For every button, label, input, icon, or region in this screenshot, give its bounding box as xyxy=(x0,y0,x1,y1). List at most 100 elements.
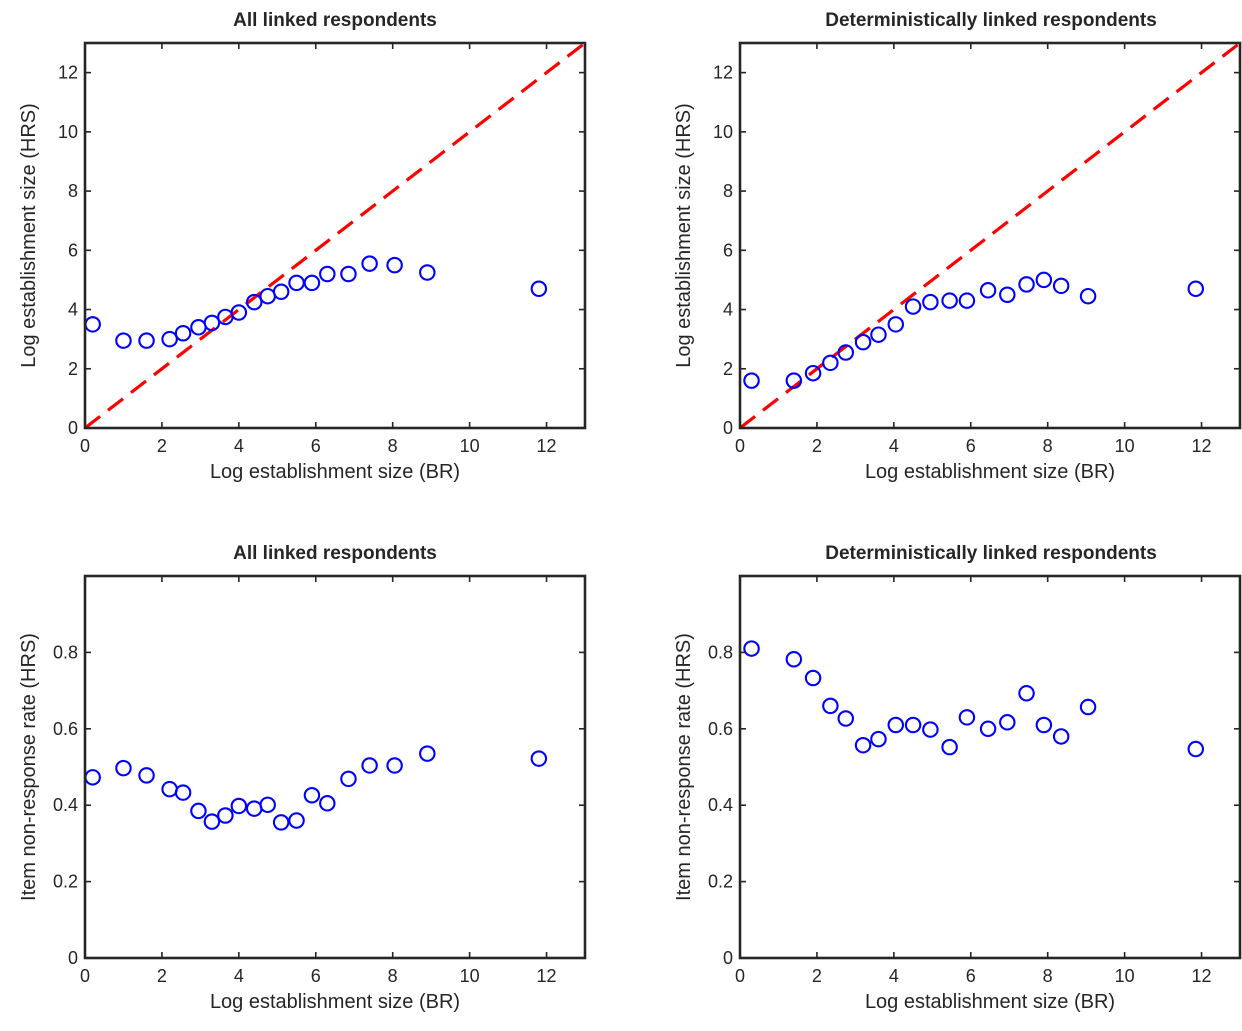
data-point xyxy=(1187,740,1205,758)
x-tick-label: 8 xyxy=(1043,966,1053,986)
x-tick-label: 10 xyxy=(1115,966,1135,986)
data-point xyxy=(340,770,357,788)
data-point xyxy=(854,333,872,351)
panel-top-left: All linked respondents xyxy=(233,10,437,31)
x-tick-label: 12 xyxy=(1192,966,1212,986)
y-tick-label: 12 xyxy=(713,63,733,83)
data-point xyxy=(115,759,132,777)
y-tick-label: 0 xyxy=(723,948,733,968)
y-tick-label: 8 xyxy=(723,181,733,201)
data-point xyxy=(174,324,192,342)
y-tick-label: 6 xyxy=(723,240,733,260)
data-point xyxy=(138,332,155,349)
y-tick-label: 0.2 xyxy=(53,872,78,892)
axes-box xyxy=(83,41,587,430)
data-point xyxy=(958,709,976,726)
x-tick-label: 8 xyxy=(388,436,398,456)
x-axis-label: Log establishment size (BR) xyxy=(865,461,1115,483)
data-point xyxy=(203,314,221,332)
y-tick-label: 12 xyxy=(58,63,78,83)
data-point xyxy=(785,372,803,389)
data-point xyxy=(190,802,207,820)
y-tick-label: 0 xyxy=(68,418,78,438)
data-point xyxy=(361,255,378,272)
data-point xyxy=(743,640,760,657)
panel-title: All linked respondents xyxy=(233,10,437,31)
plot-area xyxy=(85,576,585,958)
data-point xyxy=(979,720,997,738)
data-point xyxy=(203,813,221,830)
x-tick-label: 10 xyxy=(460,436,480,456)
data-point xyxy=(887,316,905,333)
data-point xyxy=(1018,685,1035,702)
data-point xyxy=(1079,698,1097,716)
y-tick-label: 0.8 xyxy=(53,642,78,662)
data-point xyxy=(904,716,922,734)
data-point xyxy=(999,714,1016,731)
axes-box xyxy=(83,574,587,960)
axes-box xyxy=(738,41,1242,430)
data-point xyxy=(303,274,321,292)
y-tick-label: 4 xyxy=(723,300,733,320)
data-point xyxy=(854,736,872,754)
data-point xyxy=(217,807,234,824)
data-point xyxy=(999,286,1016,303)
data-point xyxy=(958,292,976,309)
panel-bottom-right: Deterministically linked respondents xyxy=(825,543,1157,564)
data-point xyxy=(288,812,305,829)
panel-title: Deterministically linked respondents xyxy=(825,10,1157,31)
data-point xyxy=(743,372,760,389)
data-point xyxy=(230,304,248,321)
x-axis-label: Log establishment size (BR) xyxy=(210,461,460,483)
y-tick-label: 0.6 xyxy=(53,719,78,739)
y-tick-label: 2 xyxy=(68,359,78,379)
data-point xyxy=(386,256,403,274)
data-point xyxy=(530,750,548,767)
y-tick-label: 10 xyxy=(58,122,78,142)
panel-top-right: Deterministically linked respondents xyxy=(825,10,1157,31)
chart-3: 0 2 4 6 8 10 12 0 0.2 0.4 0.6 0.8 Log establishment … xyxy=(18,574,587,1013)
y-axis-label: Log establishment size (HRS) xyxy=(673,103,695,368)
x-axis-label: Log establishment size (BR) xyxy=(210,991,460,1013)
data-point xyxy=(1187,280,1205,298)
x-tick-label: 0 xyxy=(80,966,90,986)
y-tick-label: 8 xyxy=(68,181,78,201)
data-point xyxy=(922,293,939,311)
data-point xyxy=(1052,277,1070,295)
x-tick-label: 8 xyxy=(388,966,398,986)
x-tick-label: 6 xyxy=(311,436,321,456)
x-tick-label: 4 xyxy=(889,966,899,986)
plot-area xyxy=(740,576,1240,958)
panel-bottom-left: All linked respondents xyxy=(233,543,437,564)
data-point xyxy=(870,326,887,343)
chart-4: 0 2 4 6 8 10 12 0 0.2 0.4 0.6 0.8 Log establishment … xyxy=(673,574,1242,1013)
x-tick-label: 12 xyxy=(1192,436,1212,456)
x-tick-label: 6 xyxy=(966,436,976,456)
data-point xyxy=(1052,728,1070,745)
data-point xyxy=(1079,287,1097,305)
data-point xyxy=(804,669,822,687)
data-point xyxy=(1018,276,1035,293)
data-point xyxy=(837,344,855,361)
data-point xyxy=(303,787,321,804)
panel-title: All linked respondents xyxy=(233,543,437,564)
x-tick-label: 6 xyxy=(966,966,976,986)
panel-title: Deterministically linked respondents xyxy=(825,543,1157,564)
data-point xyxy=(887,716,905,734)
x-tick-label: 12 xyxy=(537,966,557,986)
x-tick-label: 4 xyxy=(234,966,244,986)
data-point xyxy=(941,738,958,756)
data-point xyxy=(419,264,436,281)
data-point xyxy=(272,283,290,301)
chart-1: 0 2 4 6 8 10 12 0 2 4 6 8 10 12 Log establishment size… xyxy=(18,41,587,483)
x-tick-label: 10 xyxy=(460,966,480,986)
y-tick-label: 10 xyxy=(713,122,733,142)
reference-line-45deg xyxy=(84,41,586,430)
data-point xyxy=(941,292,958,309)
x-tick-label: 2 xyxy=(812,436,822,456)
y-tick-label: 0.6 xyxy=(708,719,733,739)
x-tick-label: 2 xyxy=(812,966,822,986)
x-tick-label: 2 xyxy=(157,436,167,456)
data-point xyxy=(822,697,839,715)
x-tick-label: 2 xyxy=(157,966,167,986)
